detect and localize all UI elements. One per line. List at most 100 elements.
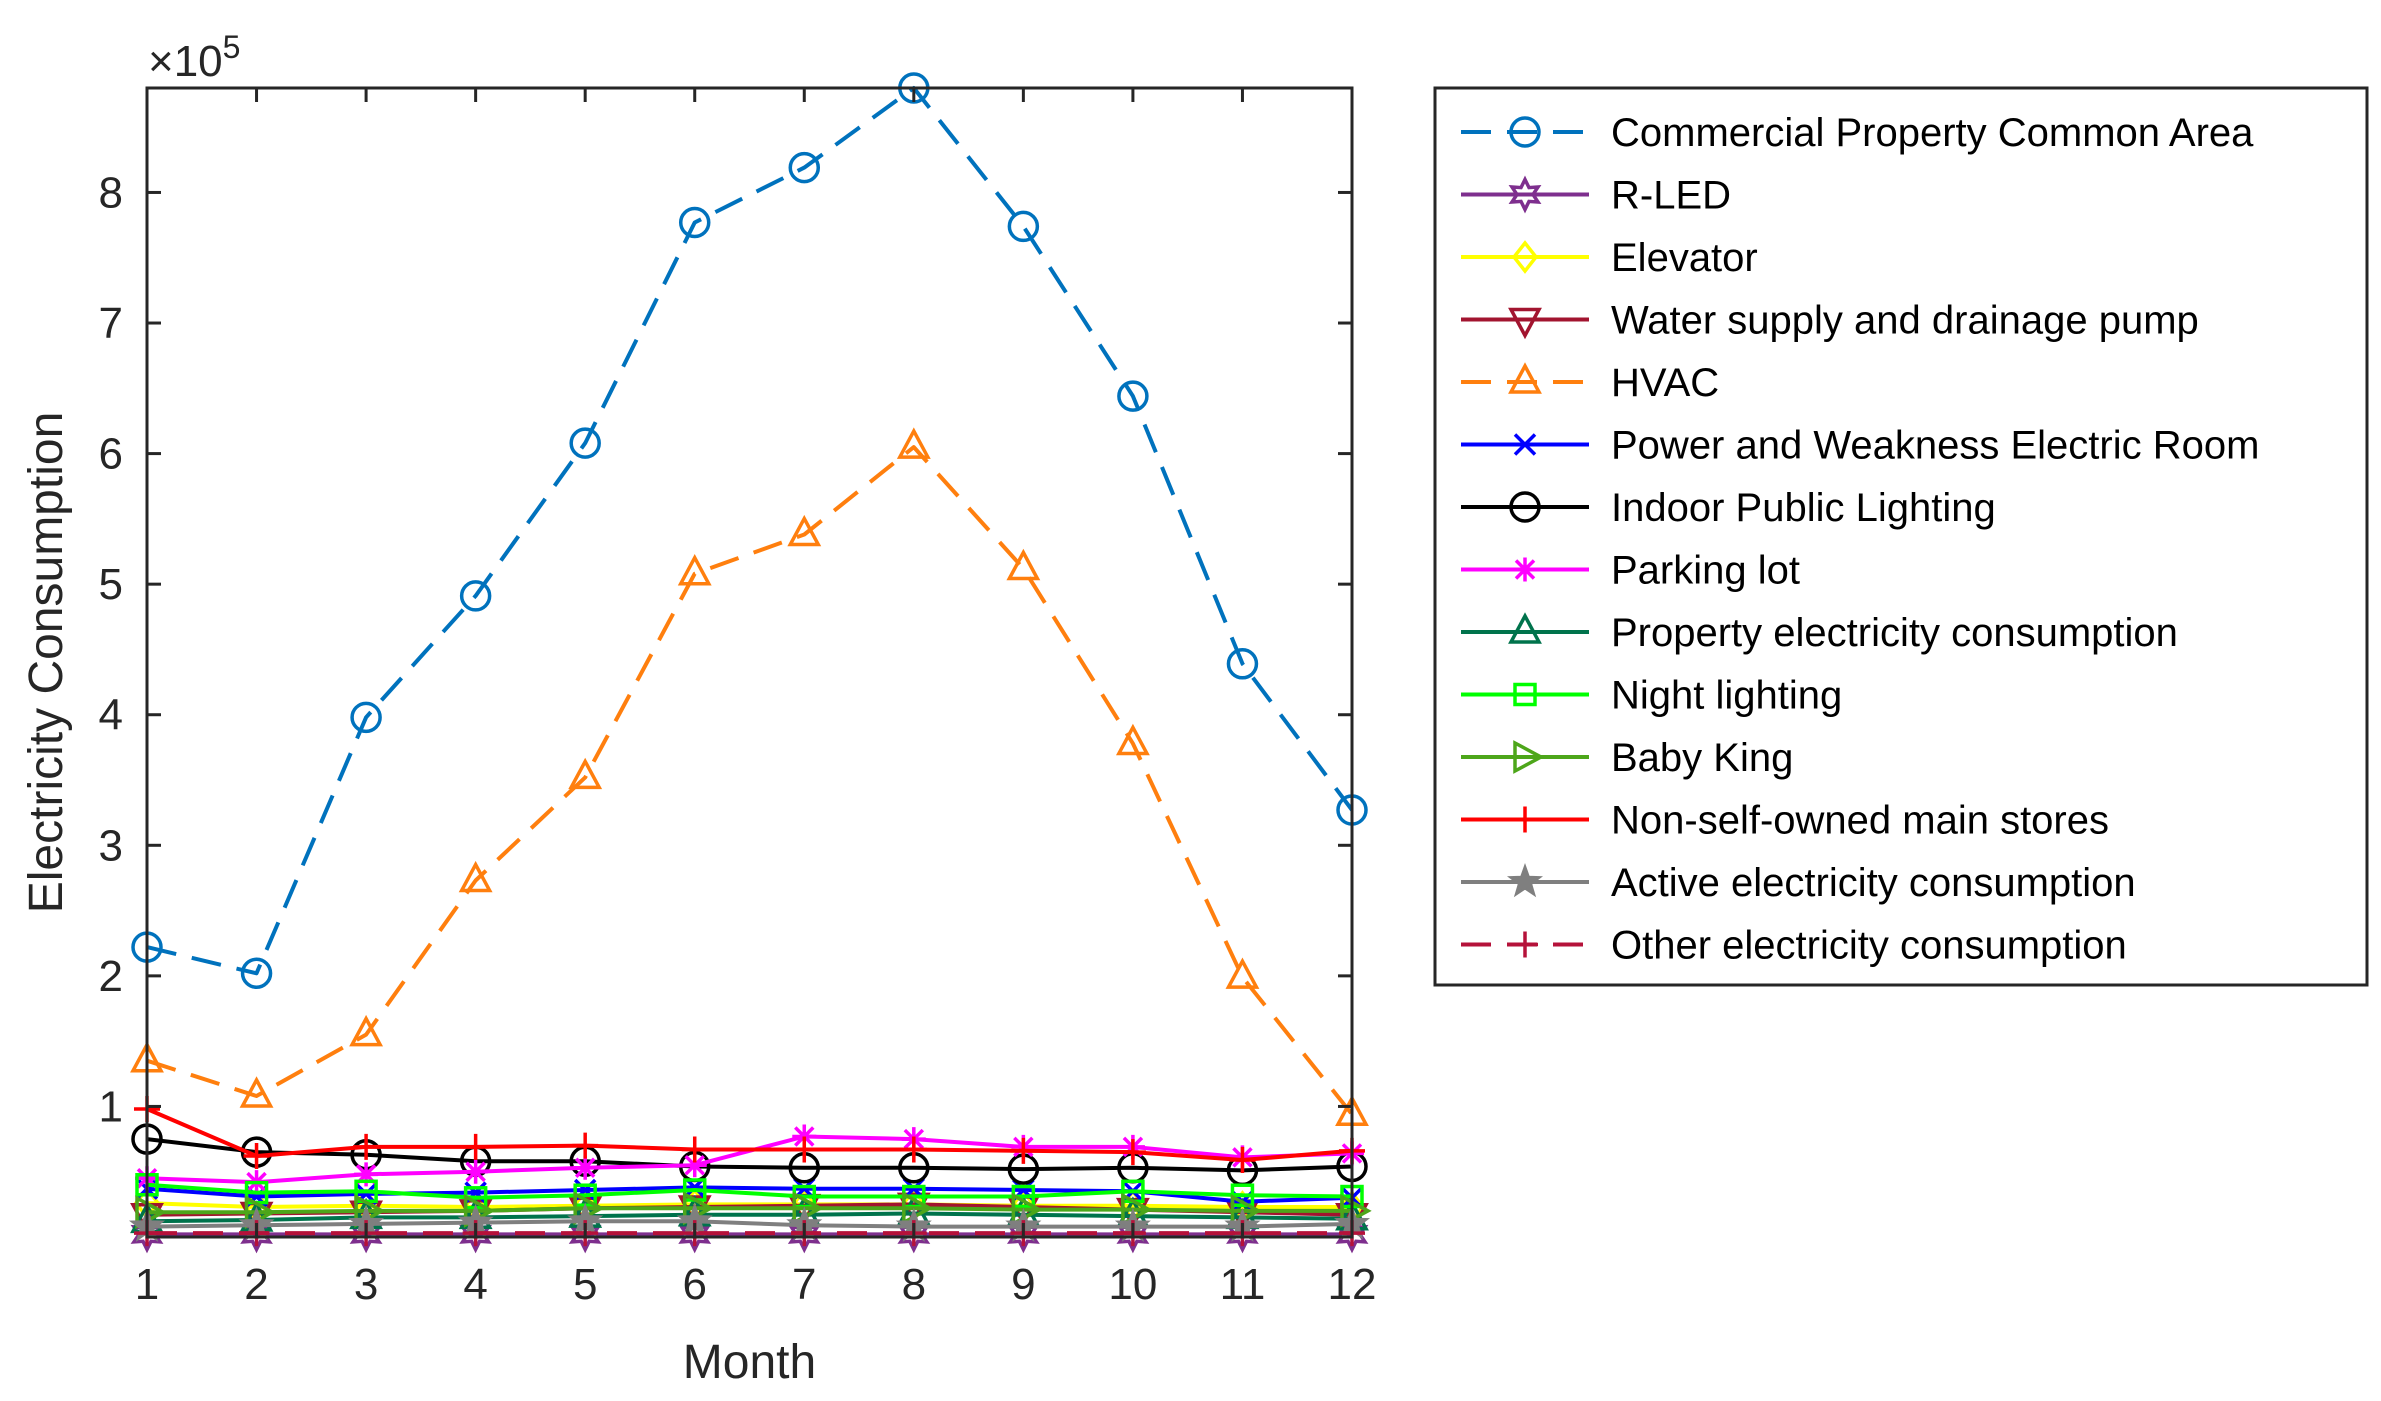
data-point-parking-lot-5 <box>573 1155 598 1180</box>
legend-marker-hvac <box>1508 362 1542 394</box>
series-line-night-lighting <box>146 1182 1353 1200</box>
data-point-non-self-owned-main-stores-6 <box>681 1136 708 1163</box>
x-tick-label-2: 2 <box>244 1260 268 1309</box>
x-tick-label-7: 7 <box>792 1260 816 1309</box>
data-point-non-self-owned-main-stores-4 <box>462 1133 489 1160</box>
data-point-hvac-5 <box>568 757 603 790</box>
data-point-non-self-owned-main-stores-2 <box>243 1143 270 1170</box>
data-point-parking-lot-3 <box>354 1162 379 1187</box>
series-line-commercial-property-common-area <box>146 86 1354 976</box>
data-point-non-self-owned-main-stores-10 <box>1119 1139 1146 1166</box>
legend-item-commercial-property-common-area: Commercial Property Common Area <box>1461 111 2254 155</box>
data-point-commercial-property-common-area-10 <box>1117 380 1149 412</box>
series-line-hvac <box>146 445 1354 1116</box>
x-tick-label-1: 1 <box>135 1260 159 1309</box>
data-point-non-self-owned-main-stores-7 <box>791 1136 818 1163</box>
data-point-baby-king-8 <box>902 1191 934 1226</box>
legend-label-baby-king: Baby King <box>1611 736 1793 780</box>
plot-background <box>147 88 1352 1237</box>
data-point-commercial-property-common-area-2 <box>240 957 273 990</box>
legend-marker-indoor-public-lighting <box>1509 491 1541 523</box>
x-tick-label-8: 8 <box>902 1260 926 1309</box>
legend-label-property-electricity-consumption: Property electricity consumption <box>1611 611 2178 655</box>
legend-marker-baby-king <box>1513 740 1545 774</box>
data-point-non-self-owned-main-stores-3 <box>353 1133 380 1160</box>
x-tick-label-11: 11 <box>1220 1260 1266 1309</box>
x-axis-label: Month <box>683 1336 816 1389</box>
legend-label-power-and-weakness-electric-room: Power and Weakness Electric Room <box>1611 424 2259 468</box>
x-tick-label-4: 4 <box>463 1260 487 1309</box>
legend-marker-active-electricity-consumption <box>1506 863 1544 898</box>
y-tick-label-2: 3 <box>99 821 123 870</box>
legend-item-night-lighting: Night lighting <box>1461 674 1842 718</box>
legend-item-other-electricity-consumption: Other electricity consumption <box>1461 924 2127 968</box>
legend-item-hvac: HVAC <box>1461 361 1719 405</box>
y-tick-label-0: 1 <box>99 1082 123 1131</box>
x-tick-label-3: 3 <box>354 1260 378 1309</box>
axes-box <box>145 86 1354 1239</box>
legend-item-r-led: R-LED <box>1461 174 1731 218</box>
legend-marker-water-supply-and-drainage-pump <box>1508 307 1542 340</box>
x-tick-label-10: 10 <box>1108 1260 1157 1309</box>
data-point-commercial-property-common-area-9 <box>1007 210 1040 243</box>
x-tick-label-5: 5 <box>573 1260 597 1309</box>
legend-label-non-self-owned-main-stores: Non-self-owned main stores <box>1611 799 2109 843</box>
y-axis-label: Electricity Consumption <box>20 412 73 914</box>
legend-marker-power-and-weakness-electric-room <box>1513 433 1537 456</box>
legend-marker-other-electricity-consumption <box>1512 931 1538 958</box>
data-point-hvac-10 <box>1115 723 1150 756</box>
legend-label-night-lighting: Night lighting <box>1611 674 1842 718</box>
legend-label-hvac: HVAC <box>1611 361 1719 405</box>
legend-label-water-supply-and-drainage-pump: Water supply and drainage pump <box>1611 299 2199 343</box>
series-line-property-electricity-consumption <box>146 1211 1353 1224</box>
data-point-hvac-6 <box>677 554 712 586</box>
legend-marker-parking-lot <box>1513 557 1537 582</box>
data-point-non-self-owned-main-stores-8 <box>900 1136 927 1163</box>
data-point-commercial-property-common-area-6 <box>678 206 711 239</box>
legend-item-indoor-public-lighting: Indoor Public Lighting <box>1461 486 1996 530</box>
legend-item-baby-king: Baby King <box>1461 736 1793 780</box>
data-point-non-self-owned-main-stores-11 <box>1229 1146 1256 1173</box>
legend-item-property-electricity-consumption: Property electricity consumption <box>1461 611 2178 655</box>
y-tick-label-4: 5 <box>99 560 123 609</box>
data-point-hvac-11 <box>1225 957 1260 989</box>
data-point-parking-lot-7 <box>792 1124 817 1149</box>
x-tick-label-6: 6 <box>682 1260 706 1309</box>
series-line-active-electricity-consumption <box>146 1219 1353 1229</box>
y-tick-label-7: 8 <box>99 168 123 217</box>
data-point-commercial-property-common-area-11 <box>1226 648 1259 680</box>
legend-label-commercial-property-common-area: Commercial Property Common Area <box>1611 111 2254 155</box>
legend: Commercial Property Common Area R-LED Elev… <box>1433 86 2369 987</box>
legend-marker-non-self-owned-main-stores <box>1512 806 1538 833</box>
data-point-hvac-3 <box>349 1014 384 1047</box>
legend-marker-property-electricity-consumption <box>1508 612 1542 644</box>
data-point-hvac-2 <box>239 1076 274 1108</box>
series-non-self-owned-main-stores <box>134 1096 1365 1173</box>
series-line-indoor-public-lighting <box>146 1137 1353 1173</box>
data-point-parking-lot-4 <box>463 1159 488 1184</box>
legend-item-active-electricity-consumption: Active electricity consumption <box>1461 861 2136 905</box>
data-point-hvac-4 <box>458 860 493 893</box>
data-point-commercial-property-common-area-3 <box>350 701 382 734</box>
legend-item-parking-lot: Parking lot <box>1461 549 1800 593</box>
legend-marker-commercial-property-common-area <box>1509 116 1541 148</box>
legend-marker-elevator <box>1511 240 1539 274</box>
y-tick-label-3: 4 <box>99 691 123 740</box>
legend-item-non-self-owned-main-stores: Non-self-owned main stores <box>1461 799 2109 843</box>
legend-item-water-supply-and-drainage-pump: Water supply and drainage pump <box>1461 299 2199 343</box>
data-point-parking-lot-6 <box>682 1153 707 1178</box>
legend-label-active-electricity-consumption: Active electricity consumption <box>1611 861 2136 905</box>
x-tick-label-12: 12 <box>1328 1260 1377 1309</box>
y-axis-exponent: ×105 <box>148 29 240 86</box>
data-point-commercial-property-common-area-5 <box>569 427 601 459</box>
legend-label-elevator: Elevator <box>1611 236 1758 280</box>
data-point-hvac-8 <box>896 427 931 459</box>
y-tick-label-6: 7 <box>99 299 123 348</box>
legend-box <box>1433 86 2369 987</box>
y-tick-label-1: 2 <box>99 952 123 1001</box>
data-point-hvac-9 <box>1006 548 1041 581</box>
legend-label-r-led: R-LED <box>1611 174 1731 218</box>
